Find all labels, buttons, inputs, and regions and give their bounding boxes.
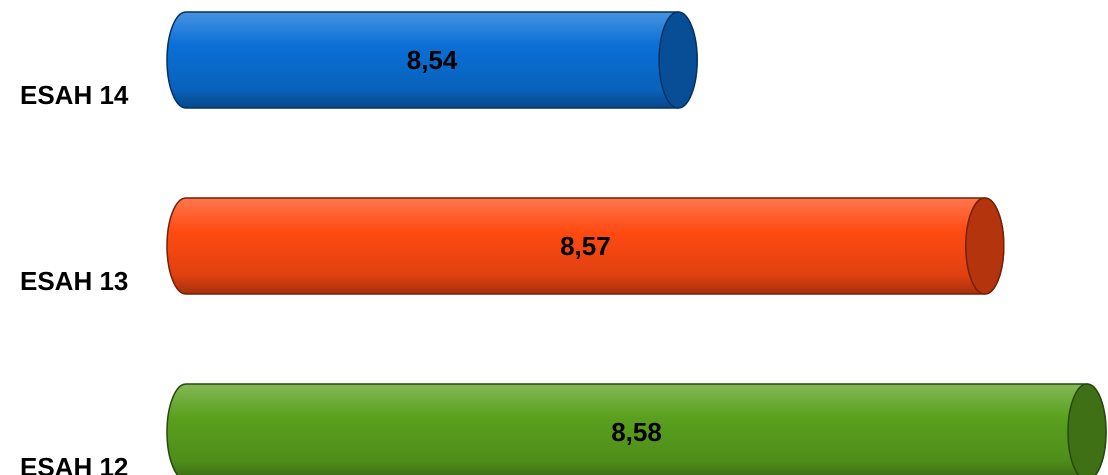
bar-1 xyxy=(166,11,698,109)
data-label: 8,58 xyxy=(611,417,662,447)
bar-3 xyxy=(166,383,1107,475)
labels-layer: ESAH 14 8,54 ESAH 13 8,57 ESAH 12 8,58 xyxy=(20,45,662,475)
bar-end-cap xyxy=(1067,383,1107,475)
bar-2 xyxy=(166,197,1005,295)
category-label: ESAH 13 xyxy=(20,266,128,296)
category-label: ESAH 12 xyxy=(20,452,128,475)
bar-end-cap xyxy=(965,197,1005,295)
bar-end-cap xyxy=(658,11,698,109)
data-label: 8,54 xyxy=(407,45,458,75)
category-label: ESAH 14 xyxy=(20,80,129,110)
bars-layer xyxy=(166,11,1107,475)
data-label: 8,57 xyxy=(560,231,611,261)
